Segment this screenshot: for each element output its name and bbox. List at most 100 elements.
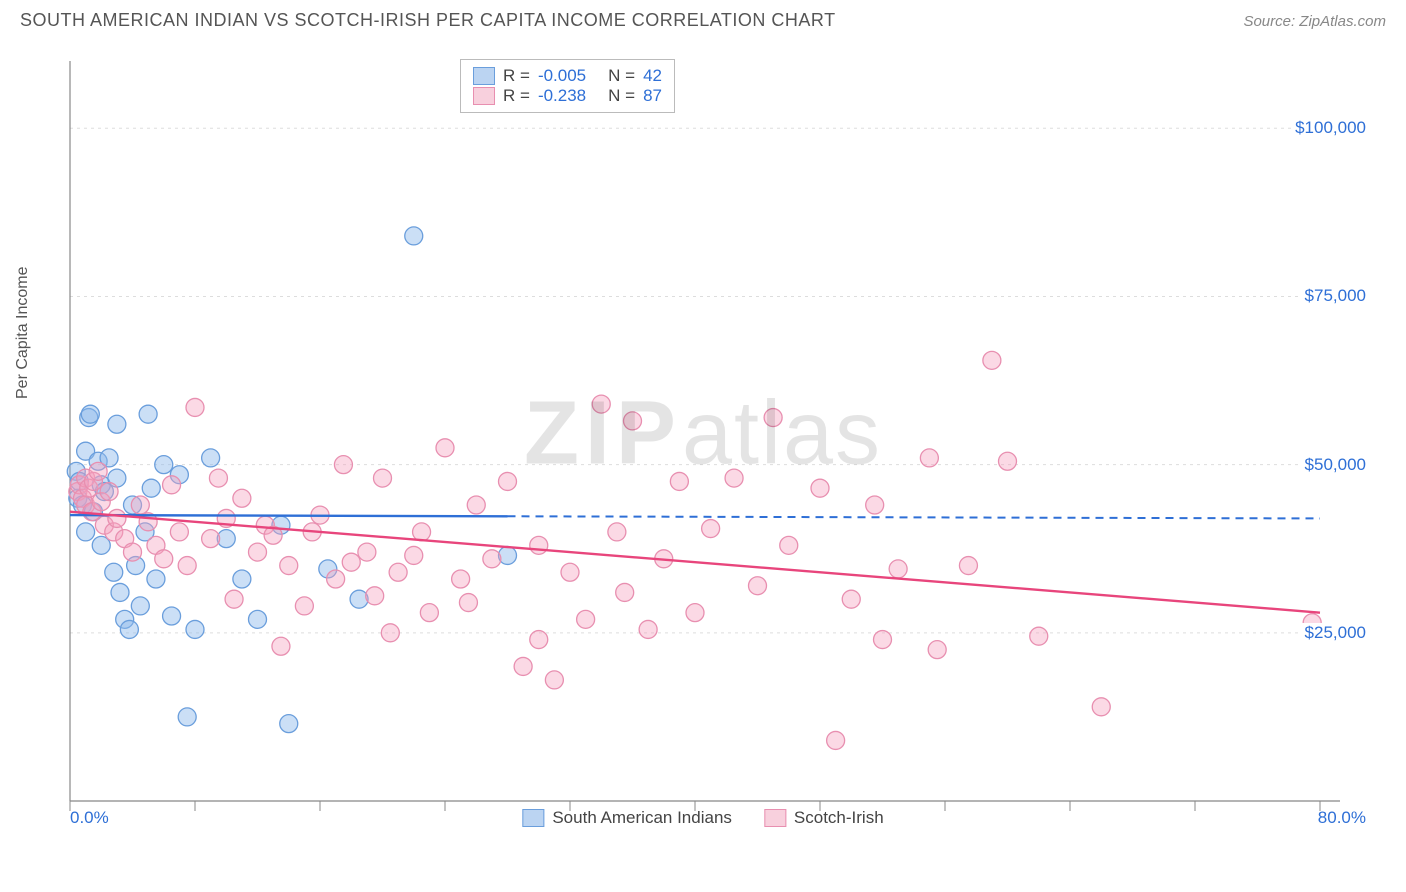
data-point (131, 496, 149, 514)
data-point (280, 557, 298, 575)
data-point (459, 594, 477, 612)
scatter-chart (20, 41, 1340, 831)
data-point (483, 550, 501, 568)
data-point (514, 657, 532, 675)
data-point (202, 449, 220, 467)
bottom-legend: South American Indians Scotch-Irish (522, 808, 883, 828)
data-point (186, 620, 204, 638)
legend-swatch (473, 87, 495, 105)
data-point (155, 456, 173, 474)
y-tick-label: $25,000 (1301, 623, 1366, 643)
x-axis-max-label: 80.0% (1318, 808, 1366, 828)
data-point (233, 570, 251, 588)
data-point (155, 550, 173, 568)
data-point (670, 472, 688, 490)
data-point (889, 560, 907, 578)
data-point (178, 708, 196, 726)
data-point (920, 449, 938, 467)
data-point (436, 439, 454, 457)
data-point (170, 523, 188, 541)
data-point (702, 520, 720, 538)
trend-line-dashed (508, 516, 1321, 518)
data-point (249, 610, 267, 628)
data-point (186, 398, 204, 416)
data-point (105, 563, 123, 581)
data-point (89, 462, 107, 480)
data-point (686, 604, 704, 622)
data-point (139, 405, 157, 423)
data-point (178, 557, 196, 575)
data-point (163, 476, 181, 494)
data-point (77, 523, 95, 541)
data-point (561, 563, 579, 581)
data-point (577, 610, 595, 628)
data-point (827, 731, 845, 749)
legend-swatch (764, 809, 786, 827)
data-point (545, 671, 563, 689)
data-point (999, 452, 1017, 470)
data-point (866, 496, 884, 514)
data-point (467, 496, 485, 514)
y-axis-label: Per Capita Income (14, 266, 32, 399)
data-point (959, 557, 977, 575)
data-point (295, 597, 313, 615)
data-point (749, 577, 767, 595)
data-point (1092, 698, 1110, 716)
source-label: Source: ZipAtlas.com (1243, 13, 1386, 30)
data-point (616, 583, 634, 601)
data-point (624, 412, 642, 430)
data-point (983, 351, 1001, 369)
data-point (120, 620, 138, 638)
data-point (233, 489, 251, 507)
header-bar: SOUTH AMERICAN INDIAN VS SCOTCH-IRISH PE… (0, 0, 1406, 37)
data-point (163, 607, 181, 625)
data-point (499, 546, 517, 564)
legend-item: South American Indians (522, 808, 732, 828)
data-point (842, 590, 860, 608)
data-point (272, 637, 290, 655)
x-axis-min-label: 0.0% (70, 808, 109, 828)
data-point (389, 563, 407, 581)
trend-line (70, 512, 1320, 613)
legend-swatch (522, 809, 544, 827)
data-point (780, 536, 798, 554)
y-tick-label: $50,000 (1301, 455, 1366, 475)
data-point (874, 631, 892, 649)
chart-wrap: Per Capita Income ZIPatlas R = -0.005N =… (20, 41, 1386, 836)
data-point (928, 641, 946, 659)
data-point (420, 604, 438, 622)
data-point (1030, 627, 1048, 645)
data-point (405, 546, 423, 564)
data-point (225, 590, 243, 608)
data-point (764, 409, 782, 427)
data-point (334, 456, 352, 474)
data-point (530, 536, 548, 554)
data-point (452, 570, 470, 588)
y-tick-label: $75,000 (1301, 286, 1366, 306)
data-point (366, 587, 384, 605)
data-point (405, 227, 423, 245)
data-point (381, 624, 399, 642)
data-point (358, 543, 376, 561)
data-point (124, 543, 142, 561)
data-point (342, 553, 360, 571)
data-point (327, 570, 345, 588)
stats-legend-box: R = -0.005N = 42R = -0.238N = 87 (460, 59, 675, 113)
data-point (639, 620, 657, 638)
data-point (725, 469, 743, 487)
stats-row: R = -0.238N = 87 (473, 86, 662, 106)
data-point (81, 405, 99, 423)
data-point (499, 472, 517, 490)
data-point (100, 483, 118, 501)
legend-item: Scotch-Irish (764, 808, 884, 828)
y-tick-label: $100,000 (1291, 118, 1366, 138)
data-point (108, 415, 126, 433)
data-point (108, 509, 126, 527)
stats-row: R = -0.005N = 42 (473, 66, 662, 86)
data-point (530, 631, 548, 649)
data-point (413, 523, 431, 541)
data-point (249, 543, 267, 561)
data-point (131, 597, 149, 615)
data-point (811, 479, 829, 497)
data-point (280, 715, 298, 733)
